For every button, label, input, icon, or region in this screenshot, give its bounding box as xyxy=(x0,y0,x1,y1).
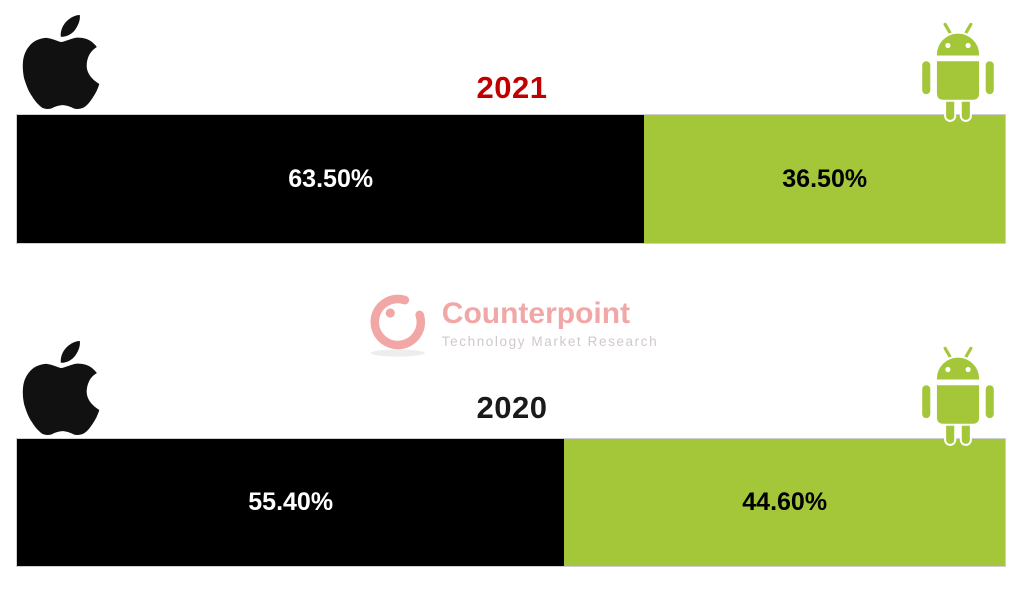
counterpoint-logo-icon xyxy=(370,294,426,357)
bar-2021-apple-segment: 63.50% xyxy=(17,115,645,243)
android-robot-icon xyxy=(920,346,996,446)
bar-2020-apple-segment: 55.40% xyxy=(17,439,565,566)
bar-2020-apple-value-label: 55.40% xyxy=(248,488,334,516)
apple-logo-icon xyxy=(22,340,100,436)
bar-2021-apple-value-label: 63.50% xyxy=(288,164,374,193)
bar-2020: 55.40% 44.60% xyxy=(16,438,1006,567)
bar-2021: 63.50% 36.50% xyxy=(16,114,1006,244)
counterpoint-watermark: Counterpoint Technology Market Research xyxy=(366,291,658,359)
year-title-2021: 2021 xyxy=(476,70,548,105)
watermark-brand-text: Counterpoint xyxy=(441,297,631,330)
bar-2020-android-segment: 44.60% xyxy=(564,439,1005,566)
bar-2020-android-value-label: 44.60% xyxy=(742,488,828,516)
watermark-tagline-text: Technology Market Research xyxy=(441,334,659,349)
android-robot-icon xyxy=(920,22,996,122)
year-title-2020: 2020 xyxy=(476,390,548,425)
apple-logo-icon xyxy=(22,14,100,110)
bar-2021-android-value-label: 36.50% xyxy=(782,164,868,193)
bar-2021-android-segment: 36.50% xyxy=(644,115,1005,243)
